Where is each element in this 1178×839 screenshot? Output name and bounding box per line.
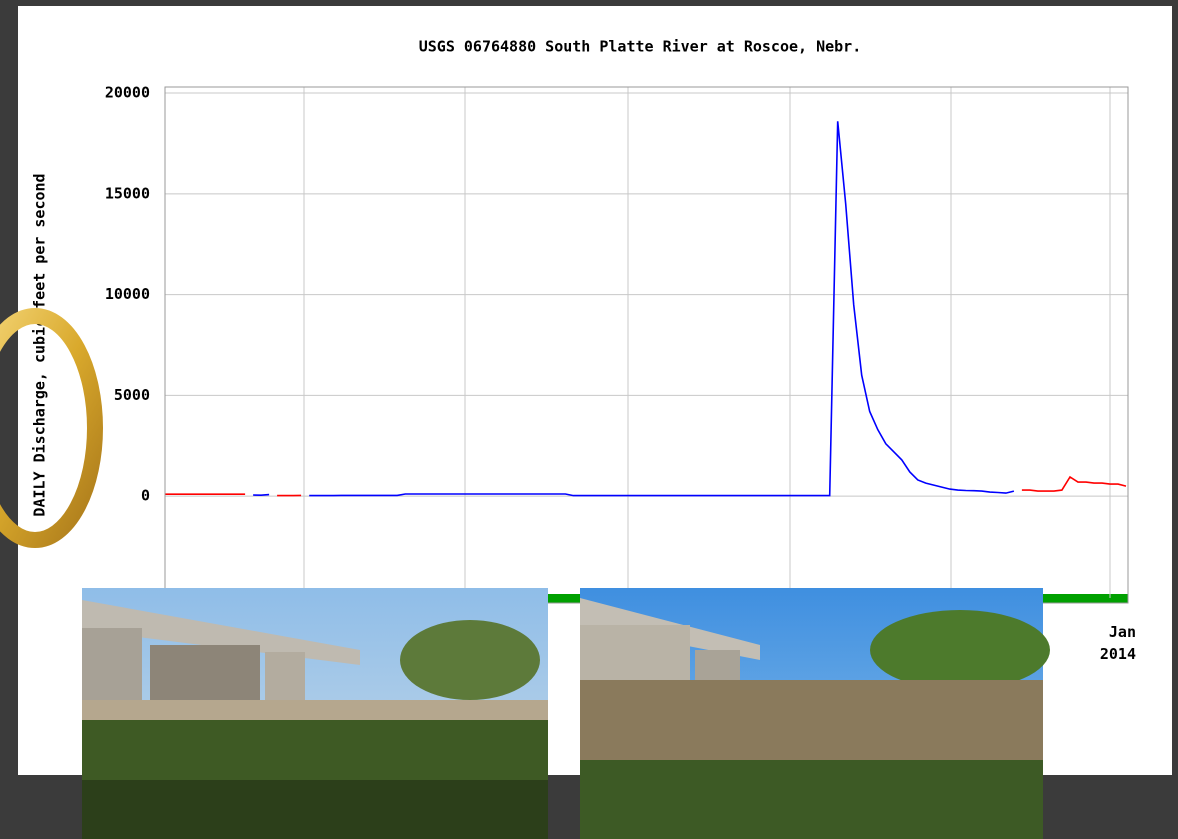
- y-tick-label: 20000: [105, 84, 150, 102]
- y-tick-label: 5000: [114, 386, 150, 404]
- series-line: [165, 475, 1127, 497]
- month-grid: [303, 87, 952, 598]
- series-line: [253, 121, 1015, 497]
- y-tick-label: 0: [141, 487, 150, 505]
- photo-dry-river: [82, 588, 548, 839]
- x-tick-label: Jan 2014: [1099, 623, 1136, 663]
- y-tick-label: 15000: [105, 184, 150, 202]
- ring-decoration: [0, 308, 103, 548]
- y-tick-label: 10000: [105, 285, 150, 303]
- y-axis-label: DAILY Discharge, cubic feet per second: [31, 173, 49, 516]
- photo-flooded-river: [580, 588, 1050, 839]
- chart-title: USGS 06764880 South Platte River at Rosc…: [419, 38, 862, 56]
